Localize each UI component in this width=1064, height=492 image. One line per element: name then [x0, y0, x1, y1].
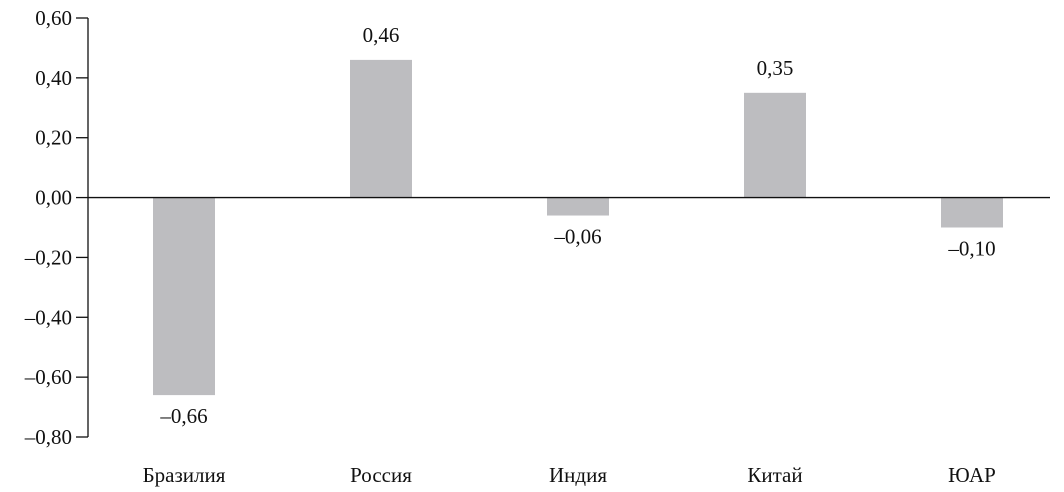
category-label-0: Бразилия: [143, 463, 226, 487]
category-label-4: ЮАР: [948, 463, 996, 487]
axes: [87, 18, 1050, 437]
y-tick-label: 0,20: [35, 126, 72, 150]
y-axis-ticks: 0,60 0,40 0,20 0,00 –0,20 –0,40 –0,60 –0,80: [24, 6, 88, 449]
bar-1: [350, 59, 412, 198]
y-tick-label: –0,40: [24, 305, 72, 329]
data-label-2: –0,06: [553, 225, 601, 249]
y-tick-label: 0,60: [35, 6, 72, 30]
bars: [153, 59, 1003, 396]
category-label-2: Индия: [549, 463, 607, 487]
bar-4: [941, 197, 1003, 228]
data-label-1: 0,46: [363, 23, 400, 47]
data-label-3: 0,35: [757, 56, 794, 80]
y-tick-label: –0,20: [24, 245, 72, 269]
category-label-3: Китай: [747, 463, 802, 487]
category-labels: Бразилия Россия Индия Китай ЮАР: [143, 463, 996, 487]
bar-2: [547, 197, 609, 216]
category-label-1: Россия: [350, 463, 412, 487]
bar-3: [744, 92, 806, 198]
data-label-0: –0,66: [159, 404, 207, 428]
data-labels: –0,66 0,46 –0,06 0,35 –0,10: [159, 23, 995, 428]
bar-0: [153, 197, 215, 396]
y-tick-label: 0,00: [35, 186, 72, 210]
y-tick-label: –0,60: [24, 365, 72, 389]
y-tick-label: 0,40: [35, 66, 72, 90]
y-tick-label: –0,80: [24, 425, 72, 449]
data-label-4: –0,10: [947, 237, 995, 261]
